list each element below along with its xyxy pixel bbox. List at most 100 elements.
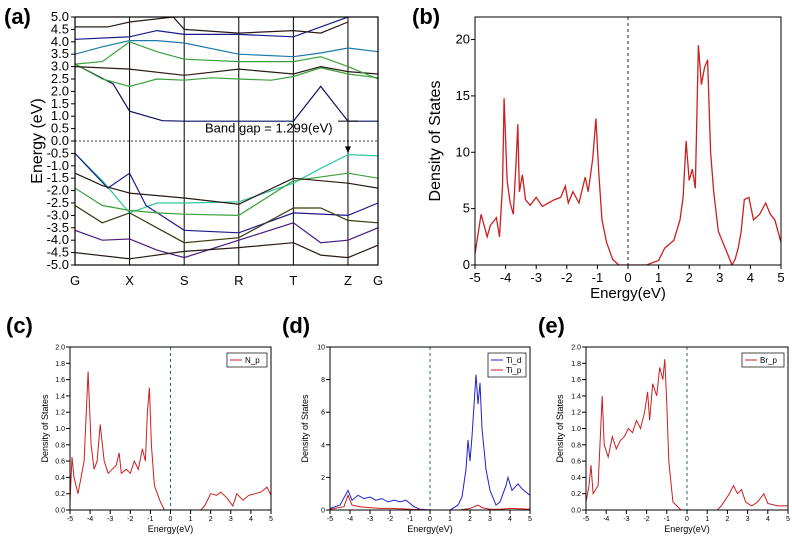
total-dos-chart: -5 -4 -3 -2 -1 0 1 2 3 4 5 0 5 10 15 20 Energy(eV) Densit… <box>427 16 785 302</box>
y-tick-label: -4.5 <box>47 245 69 260</box>
x-tick-label: 3 <box>716 270 723 285</box>
dos-curve-n-p <box>70 371 271 510</box>
x-tick-label: 0 <box>685 516 689 523</box>
band-cb7 <box>75 17 349 34</box>
band-vb1 <box>75 152 378 214</box>
x-axis-label: Energy(eV) <box>148 524 194 534</box>
x-tick-label: -1 <box>407 516 413 523</box>
x-tick-label: -3 <box>623 516 629 523</box>
x-tick-label: 3 <box>488 516 492 523</box>
legend-label-ti-p: Ti_p <box>506 366 522 375</box>
x-tick-label: -1 <box>664 516 670 523</box>
legend-label-br-p: Br_p <box>760 356 777 365</box>
x-tick-label: -4 <box>603 516 609 523</box>
x-tick-label: 5 <box>269 516 273 523</box>
y-tick-label: 0.4 <box>55 475 65 482</box>
y-tick-label: 1.0 <box>55 426 65 433</box>
panel-label-c: (c) <box>6 313 33 338</box>
x-tick-label: 1 <box>655 270 662 285</box>
band-vb4 <box>75 172 378 205</box>
x-tick-label: -5 <box>327 516 333 523</box>
band-cb2 <box>75 63 378 88</box>
x-tick-label: 2 <box>725 516 729 523</box>
y-tick-label: 0.0 <box>51 133 69 148</box>
panel-label-a: (a) <box>4 4 31 29</box>
panel-label-d: (d) <box>282 313 310 338</box>
y-axis-label: Density of States <box>427 81 444 202</box>
y-axis-label: Density of States <box>40 394 50 463</box>
y-tick-label: -5.0 <box>47 257 69 272</box>
ti-dos-chart: -5 -4 -3 -2 -1 0 1 2 3 4 5 0 2 4 6 8 10 Energy(eV) Density… <box>300 345 532 535</box>
x-tick-label: -2 <box>127 516 133 523</box>
panel-label-b: (b) <box>412 4 440 29</box>
x-tick-label: 5 <box>786 516 790 523</box>
legend-box <box>487 352 527 378</box>
y-tick-label: 0.0 <box>55 508 65 515</box>
y-tick-label: 1.0 <box>571 426 581 433</box>
y-axis-label: Energy (eV) <box>29 98 46 183</box>
y-tick-label: -1.5 <box>47 170 69 185</box>
y-tick-label: 1.2 <box>55 410 65 417</box>
y-tick-label: 5 <box>463 201 470 216</box>
band-vb5 <box>75 204 378 244</box>
kpoint-label-R: R <box>234 273 243 288</box>
y-tick-label: 1.5 <box>51 96 69 111</box>
legend-label-ti-d: Ti_d <box>506 356 521 365</box>
x-tick-label: 3 <box>746 516 750 523</box>
y-tick-label: 1.2 <box>571 410 581 417</box>
y-tick-label: -2.0 <box>47 183 69 198</box>
x-tick-label: -5 <box>469 270 481 285</box>
x-tick-label: -3 <box>530 270 542 285</box>
y-tick-label: 15 <box>456 88 470 103</box>
y-tick-label: 4.5 <box>51 21 69 36</box>
kpoint-label-G: G <box>373 273 383 288</box>
y-tick-label: 0.6 <box>55 459 65 466</box>
y-tick-label: 10 <box>317 345 325 352</box>
y-tick-label: 1.4 <box>571 393 581 400</box>
y-tick-label: 4 <box>321 442 325 449</box>
band-vb2 <box>75 152 378 234</box>
x-tick-label: 4 <box>249 516 253 523</box>
band-structure-chart: G X S R T Z G-5.0-4.5-4.0-3.5-3.0-2.5-2.0-1.5-… <box>29 9 383 288</box>
y-tick-label: 6 <box>321 410 325 417</box>
y-tick-label: -3.5 <box>47 220 69 235</box>
y-tick-label: 1.8 <box>571 361 581 368</box>
y-tick-label: 1.0 <box>51 108 69 123</box>
x-tick-label: 0 <box>428 516 432 523</box>
n-p-dos-chart: -5 -4 -3 -2 -1 0 1 2 3 4 5 0.0 0.2 0.4 0.6 0.8 1.0 1.2 1.4… <box>40 345 273 535</box>
legend-label-n-p: N_p <box>245 356 260 365</box>
kpoint-label-G: G <box>70 273 80 288</box>
y-tick-label: 0.8 <box>571 442 581 449</box>
y-tick-label: 1.4 <box>55 393 65 400</box>
gap-arrow-head <box>344 146 351 154</box>
x-tick-label: 2 <box>209 516 213 523</box>
band-vb6 <box>75 222 378 259</box>
x-tick-label: 1 <box>448 516 452 523</box>
y-tick-label: 2 <box>321 475 325 482</box>
y-tick-label: -1.0 <box>47 158 69 173</box>
y-tick-label: -4.0 <box>47 232 69 247</box>
y-tick-label: 3.5 <box>51 46 69 61</box>
y-tick-label: 20 <box>456 32 470 47</box>
y-tick-label: 0.2 <box>55 491 65 498</box>
x-tick-label: 2 <box>468 516 472 523</box>
x-tick-label: 0 <box>624 270 631 285</box>
kpoint-label-S: S <box>180 273 189 288</box>
kpoint-label-X: X <box>125 273 134 288</box>
band-cb4 <box>75 41 378 80</box>
x-tick-label: -1 <box>592 270 604 285</box>
x-tick-label: -4 <box>87 516 93 523</box>
x-tick-label: 4 <box>508 516 512 523</box>
kpoint-label-T: T <box>289 273 297 288</box>
y-tick-label: 5.0 <box>51 9 69 24</box>
legend-box <box>226 352 268 368</box>
x-tick-label: -2 <box>387 516 393 523</box>
y-tick-label: 1.8 <box>55 361 65 368</box>
plot-frame <box>74 16 379 266</box>
x-tick-label: -4 <box>347 516 353 523</box>
dos-curve-ti-d <box>330 374 530 510</box>
band-cb6 <box>75 17 349 40</box>
kpoint-label-Z: Z <box>344 273 352 288</box>
y-tick-label: 1.6 <box>55 377 65 384</box>
